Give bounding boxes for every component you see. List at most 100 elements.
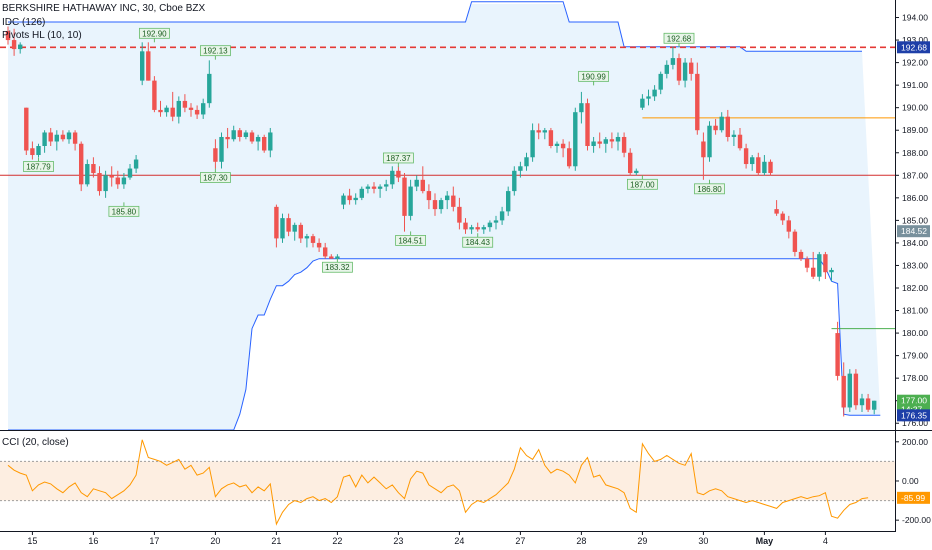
candle-body (182, 100, 188, 108)
price-tick-label: 178.00 (902, 373, 928, 383)
candle-body (85, 164, 90, 185)
price-badge (897, 409, 930, 422)
candle-body (670, 58, 676, 65)
candle-body (188, 107, 194, 110)
candle-body (506, 191, 511, 212)
time-tick-label: 30 (698, 536, 708, 546)
time-tick-label: 21 (271, 536, 281, 546)
pivot-label: 187.30 (203, 174, 228, 183)
candle-body (5, 31, 11, 41)
candle-body (109, 175, 114, 178)
price-badge-label: 177.00 (901, 396, 927, 406)
candle-body (609, 139, 615, 142)
candle-body (798, 251, 804, 259)
price-badge-label: 192.68 (901, 42, 927, 52)
candle-body (371, 186, 377, 189)
price-badge (897, 41, 930, 54)
cci-band (0, 461, 895, 501)
price-tick-label: 182.00 (902, 283, 928, 293)
pivot-label: 187.79 (26, 162, 51, 171)
candle-body (286, 218, 291, 232)
candle-body (451, 195, 456, 207)
idc-upper-line (8, 1, 862, 52)
candle-body (298, 224, 303, 239)
candle-body (457, 206, 462, 223)
candle-body (323, 247, 328, 257)
candle-body (30, 148, 35, 156)
candle-body (530, 130, 535, 158)
candle-body (432, 200, 438, 210)
candle-body (597, 141, 602, 144)
candle-body (640, 98, 645, 108)
candle-body (194, 109, 200, 115)
pivot-label-box (395, 235, 427, 246)
candle-body (731, 134, 737, 137)
indicator-pivots-label: Pivots HL (10, 10) (2, 30, 82, 41)
candle-body (176, 100, 181, 117)
candle-body (658, 73, 663, 90)
candle-body (573, 112, 578, 167)
candle-body (560, 143, 566, 149)
candle-body (621, 136, 627, 153)
candle-body (231, 130, 236, 140)
candle-body (384, 184, 389, 187)
candle-body (713, 125, 718, 131)
candle-body (499, 211, 505, 221)
price-badge (897, 225, 930, 238)
candle-body (737, 134, 743, 149)
price-badge-label: 184.52 (901, 226, 927, 236)
time-tick-label: 29 (637, 536, 647, 546)
candle-body (554, 143, 560, 146)
candle-body (249, 132, 255, 142)
candle-body (804, 258, 810, 268)
price-badge-label: 14:37 (901, 404, 923, 414)
pivot-label: 185.80 (112, 207, 137, 216)
price-tick-label: 185.00 (902, 215, 928, 225)
candle-body (756, 157, 761, 174)
pivot-label: 187.00 (630, 180, 655, 189)
candle-body (164, 107, 169, 113)
price-tick-label: 189.00 (902, 125, 928, 135)
candle-body (646, 96, 651, 99)
candle-body (304, 236, 310, 239)
candle-body (97, 173, 102, 192)
candle-body (865, 398, 871, 410)
candle-body (567, 148, 572, 167)
candle-body (347, 195, 352, 201)
candle-body (634, 170, 639, 174)
pivot-label-box (108, 205, 140, 217)
candle-body (91, 164, 96, 174)
candle-body (426, 191, 432, 201)
candle-body (780, 213, 785, 221)
candle-body (469, 227, 474, 230)
cci-tick-label: 0.00 (902, 476, 919, 486)
candle-body (786, 220, 791, 232)
candle-body (762, 161, 767, 174)
candle-body (60, 134, 66, 140)
pivot-label-box (23, 161, 54, 172)
candle-body (396, 170, 401, 178)
candle-body (353, 197, 358, 201)
candle-body (707, 125, 712, 158)
pivot-label-box (138, 27, 170, 39)
pivot-label-box (382, 152, 414, 164)
candle-body (72, 132, 78, 144)
candle-body (628, 152, 633, 174)
price-tick-label: 184.00 (902, 238, 928, 248)
candle-body (213, 148, 218, 162)
candle-body (420, 179, 425, 192)
candle-body (811, 267, 816, 277)
price-tick-label: 181.00 (902, 306, 928, 316)
candle-body (536, 130, 541, 133)
candle-body (255, 136, 261, 142)
candle-body (682, 62, 688, 81)
candle-body (792, 231, 798, 252)
candle-body (487, 222, 493, 228)
candle-body (36, 146, 41, 156)
pivot-label-box (321, 261, 353, 273)
candle-body (170, 107, 175, 117)
candle-body (146, 51, 151, 81)
pivot-label-box (199, 172, 231, 183)
price-tick-label: 180.00 (902, 328, 928, 338)
